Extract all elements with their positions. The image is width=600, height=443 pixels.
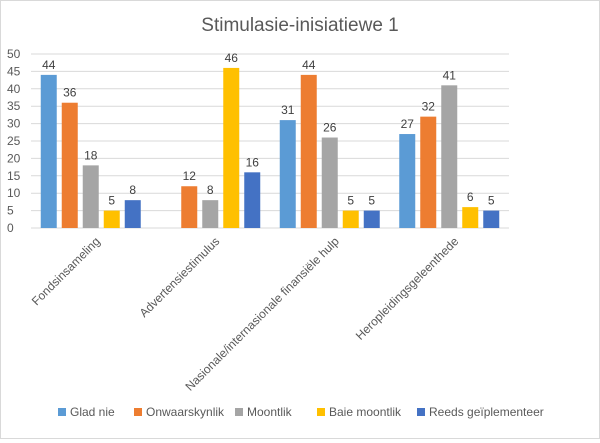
chart-title: Stimulasie-inisiatiewe 1: [201, 15, 398, 36]
data-label: 5: [368, 194, 375, 208]
legend-swatch: [417, 408, 425, 416]
bar: [244, 172, 261, 228]
data-label: 26: [323, 121, 337, 135]
bar: [103, 210, 120, 228]
legend-swatch: [134, 408, 142, 416]
bar: [441, 85, 458, 228]
data-label: 31: [281, 103, 295, 117]
y-tick-label: 20: [7, 151, 21, 165]
x-category-label: Fondsinsameling: [29, 234, 103, 308]
data-label: 16: [246, 155, 260, 169]
legend: Glad nie Onwaarskynlik Moontlik Baie moontl…: [58, 405, 544, 419]
bar: [363, 210, 380, 228]
legend-swatch: [58, 408, 66, 416]
data-label: 36: [63, 86, 77, 100]
data-label: 5: [347, 194, 354, 208]
bar: [223, 67, 240, 228]
legend-item: Moontlik: [235, 405, 293, 419]
data-label: 8: [129, 183, 136, 197]
data-label: 44: [302, 58, 316, 72]
bars: [40, 67, 500, 228]
data-label: 32: [422, 100, 436, 114]
x-category-label: Heropleidingsgeleenthede: [353, 234, 462, 343]
legend-item: Onwaarskynlik: [134, 405, 225, 419]
bar: [202, 200, 219, 228]
legend-item: Baie moontlik: [317, 405, 402, 419]
y-tick-label: 40: [7, 82, 21, 96]
legend-label: Glad nie: [70, 405, 115, 419]
bar: [40, 74, 57, 228]
legend-swatch: [235, 408, 243, 416]
x-axis-categories: Fondsinsameling AdvertensiestimulusNasion…: [29, 234, 462, 394]
legend-swatch: [317, 408, 325, 416]
y-tick-label: 10: [7, 186, 21, 200]
data-label: 44: [42, 58, 56, 72]
data-label: 5: [488, 194, 495, 208]
bar: [61, 102, 78, 228]
x-category-label: Advertensiestimulus: [137, 234, 223, 320]
y-tick-label: 5: [7, 204, 14, 218]
bar: [181, 186, 198, 228]
bar: [420, 116, 437, 228]
y-tick-label: 30: [7, 117, 21, 131]
y-tick-label: 50: [7, 47, 21, 61]
gridlines: [31, 53, 509, 229]
y-tick-label: 0: [7, 221, 14, 235]
y-tick-label: 45: [7, 64, 21, 78]
data-label: 46: [225, 51, 239, 65]
data-label: 8: [207, 183, 214, 197]
data-label: 41: [443, 68, 457, 82]
bar: [342, 210, 359, 228]
data-label: 5: [108, 194, 115, 208]
legend-label: Moontlik: [247, 405, 293, 419]
bar: [462, 207, 479, 228]
bar: [124, 200, 141, 228]
y-tick-label: 15: [7, 169, 21, 183]
bar: [483, 210, 500, 228]
bar: [321, 137, 338, 228]
legend-label: Reeds geïplementeer: [429, 405, 544, 419]
y-tick-label: 25: [7, 134, 21, 148]
legend-item: Glad nie: [58, 405, 115, 419]
data-label: 12: [183, 169, 197, 183]
data-label: 18: [84, 148, 98, 162]
y-axis-ticks: 0 5 10 15 20 25 30 35 40 45 50: [7, 47, 21, 235]
bar: [82, 165, 99, 228]
bar: [300, 74, 317, 228]
data-label: 27: [401, 117, 415, 131]
y-tick-label: 35: [7, 99, 21, 113]
legend-label: Onwaarskynlik: [146, 405, 225, 419]
legend-label: Baie moontlik: [329, 405, 402, 419]
data-label: 6: [467, 190, 474, 204]
bar: [279, 120, 296, 228]
legend-item: Reeds geïplementeer: [417, 405, 544, 419]
bar: [399, 134, 416, 228]
